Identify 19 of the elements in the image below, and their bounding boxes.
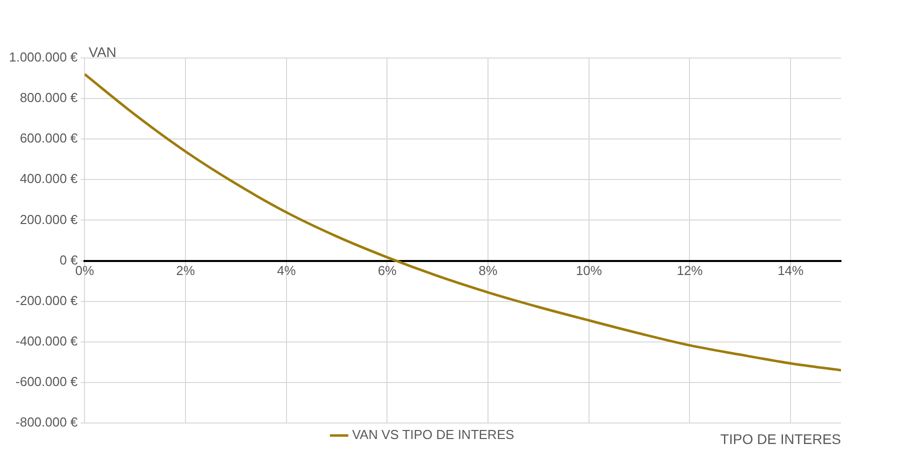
y-tick-label: -800.000 € — [16, 414, 78, 430]
y-tick-label: 200.000 € — [20, 212, 78, 227]
x-axis-title: TIPO DE INTERES — [720, 430, 841, 447]
y-tick-label: -600.000 € — [16, 374, 78, 390]
x-tick-label: 12% — [676, 263, 704, 278]
y-tick-label: 400.000 € — [20, 171, 78, 186]
legend-label: VAN VS TIPO DE INTERES — [352, 427, 514, 442]
y-tick-label: 1.000.000 € — [8, 50, 78, 65]
x-tick-label: 6% — [378, 263, 398, 278]
y-axis-title: VAN — [88, 44, 116, 60]
x-tick-label: 2% — [176, 263, 196, 278]
x-tick-label: 4% — [276, 263, 296, 278]
y-tick-label: 800.000 € — [20, 90, 78, 106]
x-tick-label: 14% — [778, 263, 804, 278]
x-tick-label: 10% — [576, 263, 602, 278]
y-tick-label: -200.000 € — [16, 292, 78, 308]
y-tick-label: 600.000 € — [20, 130, 78, 146]
y-tick-label: -400.000 € — [16, 333, 78, 348]
x-tick-label: 8% — [478, 263, 498, 278]
